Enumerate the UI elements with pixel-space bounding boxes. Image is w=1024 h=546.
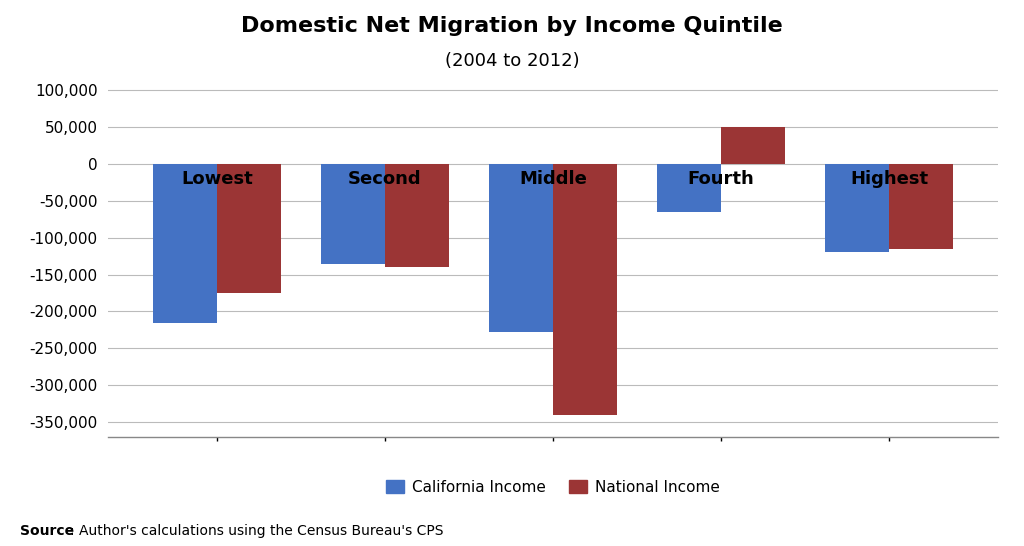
Bar	[489, 164, 553, 332]
Text: (2004 to 2012): (2004 to 2012)	[444, 52, 580, 70]
Text: Middle: Middle	[519, 170, 587, 188]
Bar	[889, 164, 953, 249]
Text: Lowest: Lowest	[181, 170, 253, 188]
Text: : Author's calculations using the Census Bureau's CPS: : Author's calculations using the Census…	[70, 524, 443, 538]
Bar	[321, 164, 385, 264]
Legend: California Income, National Income: California Income, National Income	[380, 473, 726, 501]
Bar	[153, 164, 217, 323]
Bar	[825, 164, 889, 252]
Text: Domestic Net Migration by Income Quintile: Domestic Net Migration by Income Quintil…	[241, 16, 783, 37]
Bar	[721, 127, 785, 164]
Text: Highest: Highest	[850, 170, 928, 188]
Text: Second: Second	[348, 170, 422, 188]
Bar	[657, 164, 721, 212]
Bar	[385, 164, 449, 267]
Bar	[553, 164, 616, 414]
Bar	[217, 164, 281, 293]
Text: Source: Source	[20, 524, 75, 538]
Text: Fourth: Fourth	[688, 170, 755, 188]
